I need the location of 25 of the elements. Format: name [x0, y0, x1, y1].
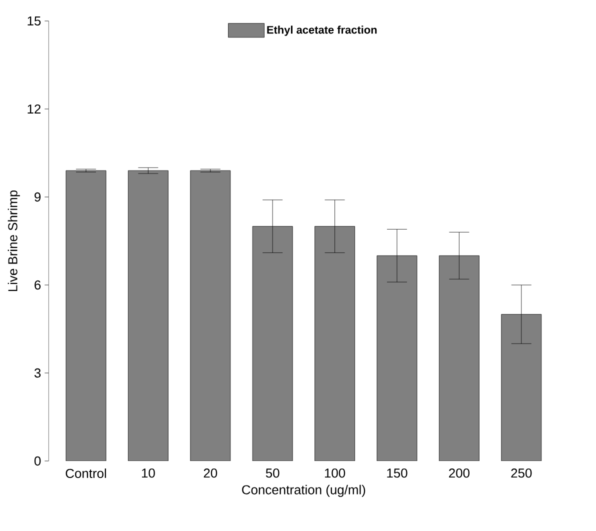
bar: [376, 256, 417, 461]
y-axis-title: Live Brine Shrimp: [8, 190, 20, 292]
bar: [314, 226, 355, 461]
bar: [128, 170, 168, 461]
x-tick-label: 20: [204, 468, 218, 478]
x-axis-title: Concentration (ug/ml): [242, 484, 366, 497]
x-tick-label: 100: [324, 468, 346, 478]
x-tick-label: Control: [66, 468, 106, 478]
x-tick-label: 200: [449, 468, 470, 478]
x-tick-label: 10: [142, 468, 155, 478]
bar: [66, 170, 106, 461]
x-tick-label: 150: [387, 468, 408, 478]
y-tick-label: 0: [34, 456, 41, 466]
bar: [252, 226, 293, 461]
bar: [439, 256, 480, 461]
y-tick-label: 3: [34, 368, 41, 378]
y-tick-label: 12: [28, 104, 41, 114]
x-tick-label: 250: [511, 468, 532, 478]
y-tick-label: 15: [28, 16, 41, 26]
y-tick-label: 6: [34, 280, 41, 290]
bar: [190, 170, 230, 461]
x-tick-label: 50: [266, 468, 280, 478]
bar: [501, 314, 542, 461]
y-tick-label: 9: [34, 192, 41, 202]
legend-label: Ethyl acetate fraction: [267, 26, 377, 36]
